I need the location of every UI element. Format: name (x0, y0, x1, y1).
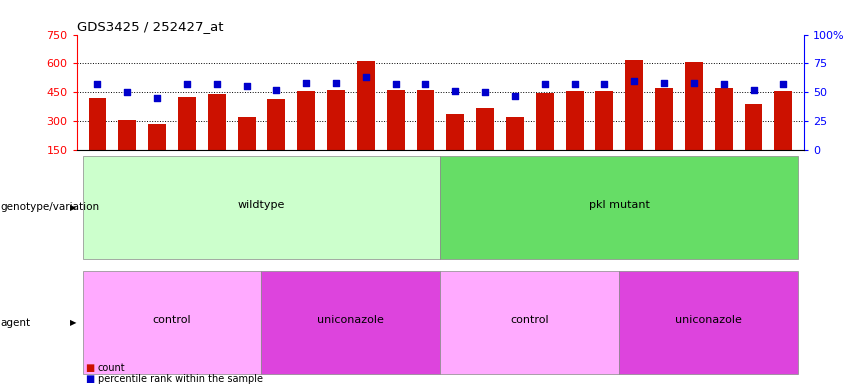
Bar (386, 90, 404, 150)
Bar (297, 91, 315, 150)
Bar (357, 61, 374, 150)
Bar (625, 61, 643, 150)
Bar (506, 117, 524, 150)
Text: control: control (152, 315, 191, 325)
Text: uniconazole: uniconazole (676, 315, 742, 325)
Text: ▶: ▶ (70, 203, 77, 212)
Bar (745, 104, 762, 150)
Point (538, 81, 551, 87)
Bar (89, 98, 106, 150)
Bar (655, 88, 673, 150)
Point (627, 78, 641, 84)
Point (151, 95, 164, 101)
Bar (83, 271, 261, 374)
Bar (774, 91, 792, 150)
Point (776, 81, 790, 87)
Bar (477, 108, 494, 150)
Text: wildtype: wildtype (237, 200, 285, 210)
Text: pkl mutant: pkl mutant (589, 200, 650, 210)
Text: control: control (511, 315, 549, 325)
Text: agent: agent (1, 318, 31, 328)
Point (508, 93, 522, 99)
Point (568, 81, 581, 87)
Text: ■: ■ (85, 363, 94, 373)
Point (597, 81, 611, 87)
Text: count: count (98, 363, 125, 373)
Point (687, 80, 700, 86)
Text: uniconazole: uniconazole (317, 315, 385, 325)
Point (746, 87, 760, 93)
Point (448, 88, 462, 94)
Text: ▶: ▶ (70, 318, 77, 327)
Point (270, 87, 283, 93)
Point (240, 83, 254, 89)
Bar (441, 271, 620, 374)
Bar (178, 97, 196, 150)
Point (478, 89, 492, 95)
Bar (566, 91, 584, 150)
Point (657, 80, 671, 86)
Bar (267, 99, 285, 150)
Point (329, 80, 343, 86)
Text: percentile rank within the sample: percentile rank within the sample (98, 374, 263, 384)
Bar (327, 90, 345, 150)
Point (419, 81, 432, 87)
Bar (596, 91, 614, 150)
Text: genotype/variation: genotype/variation (1, 202, 100, 212)
Bar (83, 156, 441, 259)
Bar (536, 93, 554, 150)
Text: GDS3425 / 252427_at: GDS3425 / 252427_at (77, 20, 223, 33)
Point (91, 81, 105, 87)
Bar (208, 94, 226, 150)
Point (210, 81, 224, 87)
Point (121, 89, 134, 95)
Bar (261, 271, 441, 374)
Bar (441, 156, 798, 259)
Bar (237, 117, 255, 150)
Bar (447, 114, 465, 150)
Bar (416, 90, 434, 150)
Bar (148, 124, 166, 150)
Point (359, 74, 373, 80)
Bar (118, 120, 136, 150)
Bar (715, 88, 733, 150)
Point (180, 81, 194, 87)
Point (300, 80, 313, 86)
Text: ■: ■ (85, 374, 94, 384)
Point (389, 81, 403, 87)
Point (717, 81, 730, 87)
Bar (685, 62, 703, 150)
Bar (620, 271, 798, 374)
